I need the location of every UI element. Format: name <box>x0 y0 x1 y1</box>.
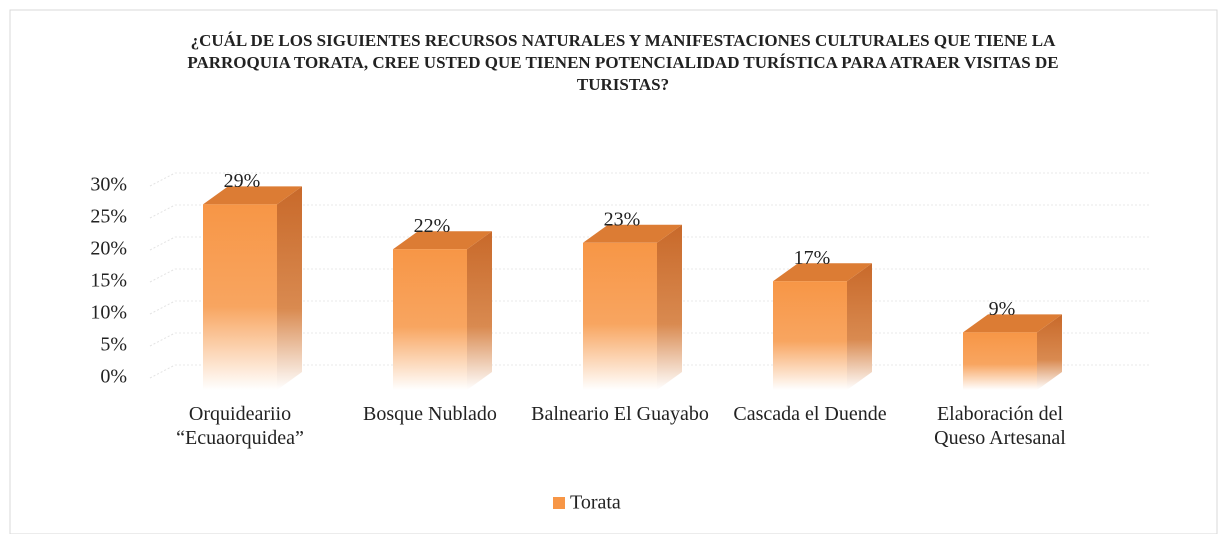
bar <box>583 242 657 390</box>
data-label: 23% <box>604 208 641 230</box>
y-tick-label: 5% <box>100 334 127 356</box>
y-tick-label: 20% <box>90 238 127 260</box>
y-tick-label: 15% <box>90 270 127 292</box>
grid-line <box>149 172 176 187</box>
legend-label: Torata <box>570 492 621 514</box>
bar <box>773 281 847 390</box>
bar-top <box>583 224 682 243</box>
bar-side <box>657 224 682 390</box>
data-label: 9% <box>989 298 1016 320</box>
y-tick-label: 30% <box>90 174 127 196</box>
bar <box>963 332 1037 390</box>
bar-side <box>467 231 492 390</box>
data-label: 29% <box>224 170 261 192</box>
grid-line <box>149 236 176 251</box>
bar-side <box>277 186 302 390</box>
bar-side <box>847 263 872 390</box>
y-tick-label: 25% <box>90 206 127 228</box>
bar-top <box>963 314 1062 333</box>
grid-line <box>149 332 176 347</box>
y-tick-label: 10% <box>90 302 127 324</box>
grid-line <box>149 364 176 379</box>
legend-swatch <box>553 497 565 509</box>
bar-side <box>1037 314 1062 390</box>
x-tick-label: Orquideariio “Ecuaorquidea” <box>176 403 304 449</box>
x-tick-label: Balneario El Guayabo <box>531 403 709 425</box>
grid-line <box>149 204 176 219</box>
y-tick-label: 0% <box>100 366 127 388</box>
grid-line <box>149 300 176 315</box>
x-tick-label: Cascada el Duende <box>733 403 887 425</box>
chart-title: ¿CUÁL DE LOS SIGUIENTES RECURSOS NATURAL… <box>187 31 1059 94</box>
bar <box>393 249 467 390</box>
bar-top <box>203 186 302 205</box>
bar <box>203 204 277 390</box>
x-tick-label: Bosque Nublado <box>363 403 497 425</box>
data-label: 22% <box>414 215 451 237</box>
chart-border <box>9 9 1218 534</box>
grid-line <box>149 268 176 283</box>
bar-top <box>393 231 492 250</box>
data-label: 17% <box>794 247 831 269</box>
x-tick-label: Elaboración del Queso Artesanal <box>934 403 1066 449</box>
bar-top <box>773 263 872 282</box>
